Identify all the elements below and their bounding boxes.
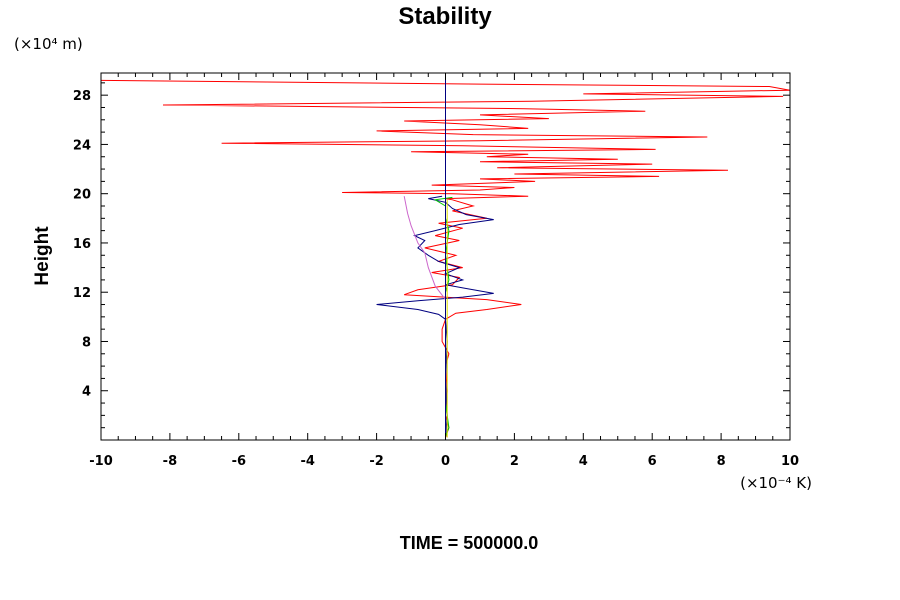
x-tick-label: -4 bbox=[300, 454, 314, 469]
x-tick-label: 4 bbox=[579, 454, 588, 469]
x-tick-label: 2 bbox=[510, 454, 519, 469]
x-tick-label: -6 bbox=[232, 454, 246, 469]
y-tick-label: 16 bbox=[73, 237, 91, 252]
y-tick-label: 24 bbox=[73, 138, 91, 153]
y-tick-label: 20 bbox=[73, 188, 91, 203]
y-unit-label: (×10⁴ m) bbox=[14, 35, 83, 53]
time-footer: TIME = 500000.0 bbox=[400, 533, 539, 553]
y-tick-label: 4 bbox=[82, 385, 91, 400]
x-tick-label: -8 bbox=[163, 454, 177, 469]
x-tick-label: 8 bbox=[717, 454, 726, 469]
y-tick-label: 12 bbox=[73, 286, 91, 301]
x-tick-label: -10 bbox=[89, 454, 113, 469]
y-tick-label: 8 bbox=[82, 335, 91, 350]
x-tick-label: -2 bbox=[369, 454, 383, 469]
series-line-1 bbox=[100, 79, 791, 438]
series-line-2 bbox=[376, 195, 494, 438]
y-axis-label: Height bbox=[32, 226, 53, 286]
y-tick-label: 28 bbox=[73, 89, 91, 104]
chart-title: Stability bbox=[398, 3, 492, 30]
x-unit-label: (×10⁻⁴ K) bbox=[740, 474, 812, 492]
x-tick-label: 10 bbox=[781, 454, 799, 469]
x-tick-label: 6 bbox=[648, 454, 657, 469]
series-line-4 bbox=[403, 196, 446, 300]
x-tick-label: 0 bbox=[441, 454, 450, 469]
